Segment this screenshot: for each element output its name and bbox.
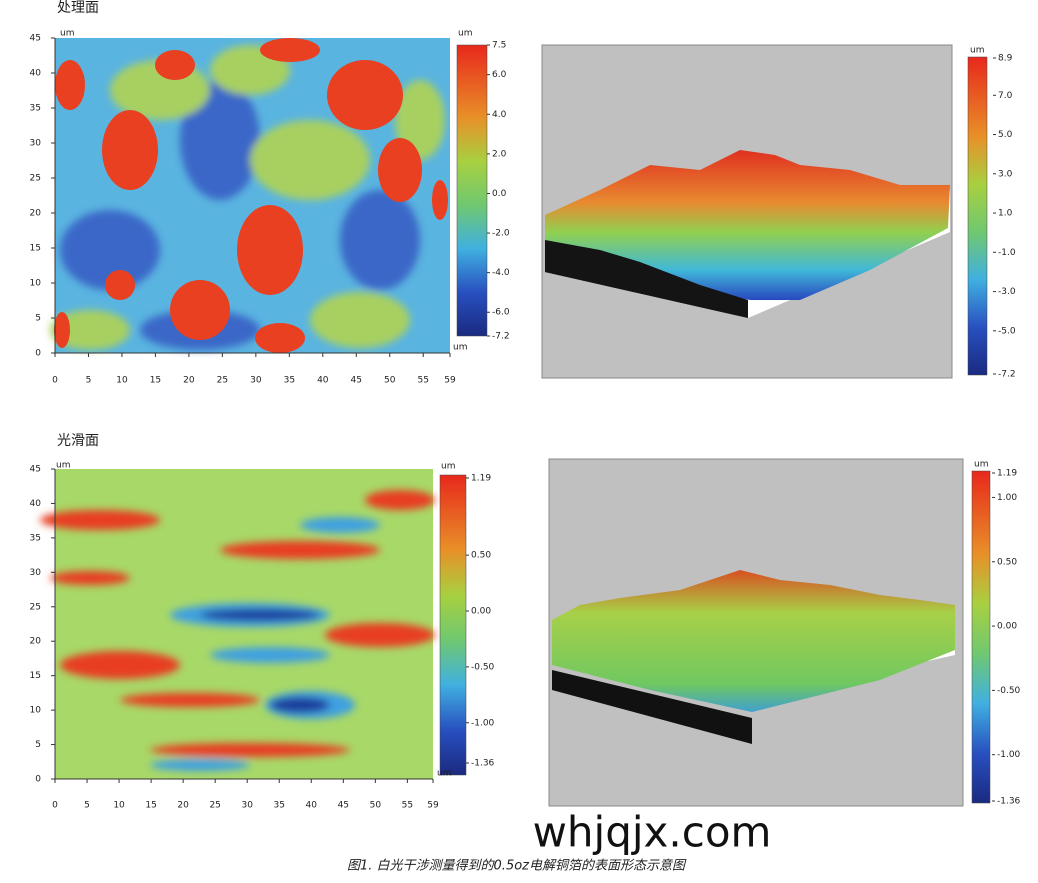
caption: 图1. 白光干涉测量得到的0.5oz电解铜箔的表面形态示意图	[347, 858, 687, 874]
colorbar-label: -0.50	[471, 662, 495, 672]
colorbar-label: 0.0	[492, 189, 507, 199]
panel-title: 处理面	[57, 0, 99, 16]
y-tick-label: 5	[35, 740, 41, 750]
x-tick-label: 40	[317, 376, 329, 386]
colorbar-label: 1.19	[997, 469, 1017, 479]
colorbar-label: -0.50	[997, 686, 1021, 696]
y-tick-label: 40	[30, 499, 42, 509]
colorbar	[456, 44, 488, 337]
y-tick-label: 15	[30, 244, 41, 254]
colorbar-label: 0.00	[997, 622, 1017, 632]
colorbar-label: -4.0	[492, 268, 510, 278]
colorbar-label: 1.19	[471, 474, 491, 484]
y-tick-label: 0	[35, 349, 41, 359]
colorbar-unit: um	[974, 460, 988, 470]
watermark: whjqjx.com	[533, 808, 772, 857]
colorbar-label: -1.36	[471, 759, 495, 769]
colorbar-label: 1.0	[998, 209, 1013, 219]
x-tick-label: 55	[417, 376, 428, 386]
x-tick-label: 40	[306, 801, 318, 811]
colorbar-label: 2.0	[492, 149, 507, 159]
x-tick-label: 45	[351, 376, 362, 386]
y-tick-label: 20	[30, 637, 42, 647]
colorbar-label: -6.0	[492, 308, 510, 318]
x-tick-label: 55	[402, 801, 413, 811]
x-tick-label: 0	[52, 801, 58, 811]
colorbar-label: 7.0	[998, 91, 1013, 101]
colorbar-label: -2.0	[492, 229, 510, 239]
y-tick-label: 35	[30, 533, 41, 543]
colorbar-label: -1.36	[997, 797, 1021, 807]
y-tick-label: 45	[30, 465, 41, 475]
colorbar-label: 4.0	[492, 110, 507, 120]
x-tick-label: 45	[338, 801, 349, 811]
x-tick-label: 5	[84, 801, 90, 811]
colorbar-label: 3.0	[998, 169, 1013, 179]
x-tick-label: 59	[444, 376, 456, 386]
x-tick-label: 15	[150, 376, 161, 386]
colorbar-label: -7.2	[492, 332, 510, 342]
colorbar-label: -1.00	[471, 718, 495, 728]
colorbar-label: 0.00	[471, 607, 491, 617]
colorbar-unit: um	[441, 462, 455, 472]
x-tick-label: 50	[370, 801, 382, 811]
y-tick-label: 40	[30, 69, 42, 79]
colorbar	[971, 470, 991, 804]
colorbar	[439, 474, 467, 776]
colorbar-unit: um	[970, 46, 984, 56]
colorbar-label: 6.0	[492, 70, 507, 80]
x-tick-label: 30	[250, 376, 262, 386]
height-map	[50, 38, 450, 353]
y-tick-label: 5	[35, 314, 41, 324]
colorbar-label: 0.50	[997, 557, 1017, 567]
panel-title: 光滑面	[57, 432, 99, 449]
axis-unit: um	[60, 29, 74, 39]
x-tick-label: 15	[145, 801, 156, 811]
x-tick-label: 35	[274, 801, 285, 811]
x-tick-label: 20	[183, 376, 195, 386]
colorbar-label: -7.2	[998, 370, 1016, 380]
x-tick-label: 30	[241, 801, 253, 811]
y-tick-label: 35	[30, 104, 41, 114]
height-map	[40, 469, 435, 779]
axis-unit: um	[56, 461, 70, 471]
colorbar-unit: um	[458, 29, 472, 39]
colorbar-label: -3.0	[998, 287, 1016, 297]
y-tick-label: 0	[35, 775, 41, 785]
x-tick-label: 25	[217, 376, 228, 386]
y-tick-label: 10	[30, 706, 42, 716]
x-tick-label: 50	[384, 376, 396, 386]
x-tick-label: 10	[113, 801, 125, 811]
colorbar-unit: um	[453, 343, 467, 353]
surface-3d	[541, 44, 953, 379]
surface-3d	[548, 458, 964, 807]
y-tick-label: 30	[30, 139, 42, 149]
x-tick-label: 5	[86, 376, 92, 386]
colorbar-label: -1.00	[997, 750, 1021, 760]
colorbar-label: 1.00	[997, 493, 1017, 503]
x-tick-label: 10	[116, 376, 128, 386]
y-tick-label: 45	[30, 34, 41, 44]
x-tick-label: 25	[209, 801, 220, 811]
colorbar-label: 8.9	[998, 54, 1013, 64]
x-tick-label: 0	[52, 376, 58, 386]
colorbar	[967, 56, 988, 376]
y-tick-label: 30	[30, 568, 42, 578]
colorbar-label: 7.5	[492, 41, 506, 51]
x-tick-label: 35	[284, 376, 295, 386]
x-tick-label: 59	[427, 801, 439, 811]
colorbar-label: -5.0	[998, 326, 1016, 336]
colorbar-unit: um	[437, 769, 451, 779]
y-tick-label: 20	[30, 209, 42, 219]
y-tick-label: 25	[30, 602, 41, 612]
colorbar-label: 5.0	[998, 130, 1013, 140]
colorbar-label: 0.50	[471, 551, 491, 561]
y-tick-label: 25	[30, 174, 41, 184]
y-tick-label: 10	[30, 279, 42, 289]
y-tick-label: 15	[30, 671, 41, 681]
colorbar-label: -1.0	[998, 248, 1016, 258]
x-tick-label: 20	[177, 801, 189, 811]
